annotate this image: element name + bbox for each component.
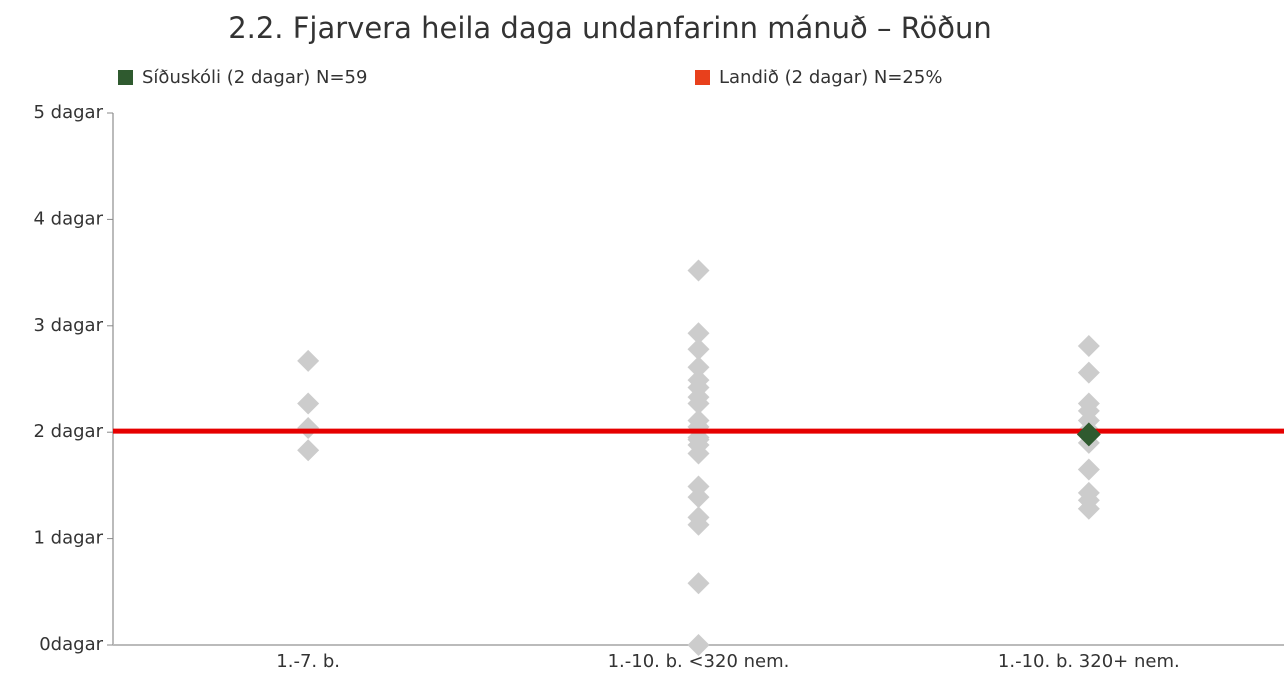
point (687, 513, 710, 536)
point (1077, 335, 1100, 358)
point (687, 392, 710, 415)
point (687, 572, 710, 595)
legend-label: Síðuskóli (2 dagar) N=59 (142, 67, 367, 88)
highlight-point (1076, 422, 1101, 447)
legend-swatch (695, 70, 710, 85)
x-tick-label: 1.-10. b. 320+ nem. (998, 651, 1180, 672)
point (687, 486, 710, 509)
y-tick-label: 1 dagar (34, 528, 104, 549)
y-tick-label: 2 dagar (34, 421, 104, 442)
y-tick-label: 5 dagar (34, 102, 104, 123)
y-tick-label: 3 dagar (34, 315, 104, 336)
point (297, 416, 320, 439)
legend-label: Landið (2 dagar) N=25% (719, 67, 942, 88)
point (1077, 458, 1100, 481)
chart-title: 2.2. Fjarvera heila daga undanfarinn mán… (228, 11, 992, 45)
point (297, 392, 320, 415)
point (297, 349, 320, 372)
x-tick-label: 1.-10. b. <320 nem. (608, 651, 790, 672)
point (687, 338, 710, 361)
point (687, 634, 710, 656)
point (687, 356, 710, 379)
point (297, 439, 320, 462)
point (687, 259, 710, 282)
y-tick-label: 4 dagar (34, 208, 104, 229)
x-tick-label: 1.-7. b. (276, 651, 340, 672)
legend-swatch (118, 70, 133, 85)
point (1077, 497, 1100, 520)
point (687, 442, 710, 465)
y-tick-label: 0dagar (39, 634, 103, 655)
point (1077, 361, 1100, 384)
point (687, 322, 710, 345)
